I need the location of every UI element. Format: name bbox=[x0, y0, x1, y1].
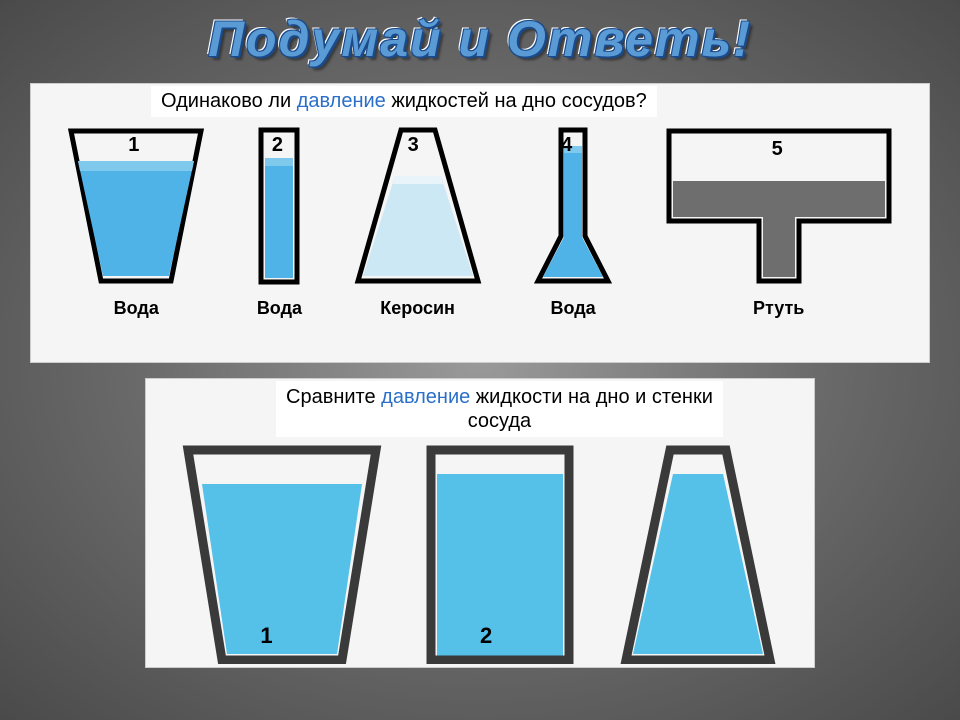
q2-pre: Сравните bbox=[286, 386, 381, 408]
vessel-3-num: 3 bbox=[408, 134, 419, 157]
vessel-4-svg bbox=[533, 126, 613, 286]
vessel2-2-svg bbox=[425, 444, 575, 664]
vessel-5-label: Ртуть bbox=[664, 298, 894, 319]
vessel-1-label: Вода bbox=[66, 298, 206, 319]
vessel-2-num: 2 bbox=[272, 134, 283, 157]
q2-post: жидкости на дно и стенки bbox=[470, 386, 713, 408]
vessel2-2-num: 2 bbox=[480, 623, 492, 649]
vessel2-2: 2 bbox=[425, 444, 575, 664]
panel-question-2: Сравните давление жидкости на дно и стен… bbox=[145, 378, 815, 668]
question-2-text: Сравните давление жидкости на дно и стен… bbox=[276, 381, 723, 437]
vessel-4-num: 4 bbox=[561, 134, 572, 157]
vessel-3-label: Керосин bbox=[353, 298, 483, 319]
q1-highlight: давление bbox=[297, 90, 386, 112]
q1-post: жидкостей на дно сосудов? bbox=[386, 90, 647, 112]
vessel-1-num: 1 bbox=[128, 134, 139, 157]
q2-highlight: давление bbox=[381, 386, 470, 408]
vessel-4-label: Вода bbox=[533, 298, 613, 319]
vessel2-1: 1 bbox=[182, 444, 382, 664]
vessel-3: 3 Керосин bbox=[353, 126, 483, 319]
page-title: Подумай и Ответь! bbox=[0, 0, 960, 68]
q2-line2: сосуда bbox=[468, 410, 531, 432]
q1-pre: Одинаково ли bbox=[161, 90, 297, 112]
vessel2-3-svg bbox=[618, 444, 778, 664]
vessel-row-2: 1 2 bbox=[146, 434, 814, 664]
vessel2-1-svg bbox=[182, 444, 382, 664]
vessel-5-num: 5 bbox=[772, 138, 783, 161]
vessel2-3 bbox=[618, 444, 778, 664]
vessel-4: 4 Вода bbox=[533, 126, 613, 319]
vessel-row-1: 1 Вода 2 Вода 3 bbox=[31, 119, 929, 319]
vessel-2: 2 Вода bbox=[257, 126, 302, 319]
vessel-5: 5 Ртуть bbox=[664, 126, 894, 319]
vessel2-1-num: 1 bbox=[260, 623, 272, 649]
vessel-1: 1 Вода bbox=[66, 126, 206, 319]
panel-question-1: Одинаково ли давление жидкостей на дно с… bbox=[30, 83, 930, 363]
question-1-text: Одинаково ли давление жидкостей на дно с… bbox=[151, 86, 657, 117]
vessel-2-label: Вода bbox=[257, 298, 302, 319]
